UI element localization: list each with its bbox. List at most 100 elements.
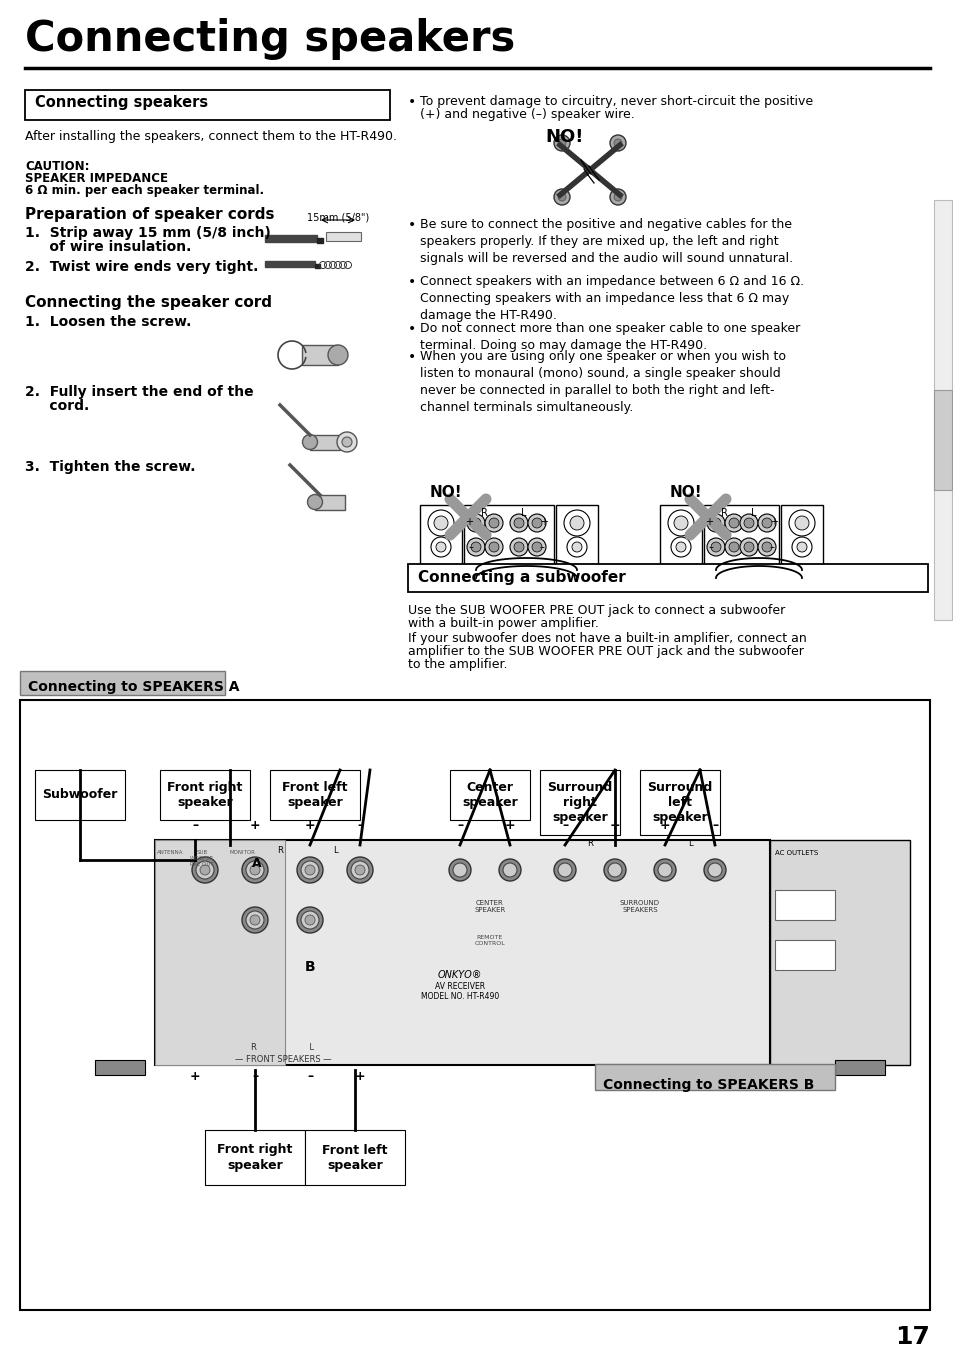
Circle shape (796, 542, 806, 553)
Text: AV RECEIVER: AV RECEIVER (435, 982, 484, 992)
Text: 3.  Tighten the screw.: 3. Tighten the screw. (25, 459, 195, 474)
Circle shape (514, 517, 523, 528)
Bar (595, 1065, 834, 1090)
Text: MONITOR: MONITOR (230, 850, 255, 855)
Circle shape (563, 509, 589, 536)
Text: to the amplifier.: to the amplifier. (408, 658, 507, 671)
Text: +: + (355, 1070, 365, 1084)
Circle shape (355, 865, 365, 875)
Circle shape (614, 139, 621, 147)
Text: –: – (707, 542, 712, 553)
Circle shape (758, 538, 775, 557)
Text: Connecting to SPEAKERS A: Connecting to SPEAKERS A (28, 680, 239, 694)
Text: To prevent damage to circuitry, never short-circuit the positive: To prevent damage to circuitry, never sh… (419, 95, 812, 108)
Circle shape (667, 509, 693, 536)
Text: Use the SUB WOOFER PRE OUT jack to connect a subwoofer: Use the SUB WOOFER PRE OUT jack to conne… (408, 604, 784, 617)
Circle shape (502, 863, 517, 877)
Circle shape (532, 517, 541, 528)
Text: •: • (408, 218, 416, 232)
Circle shape (347, 857, 373, 884)
Circle shape (761, 542, 771, 553)
Text: Connecting speakers: Connecting speakers (35, 95, 208, 109)
Text: SUB
WOOFER
PRE OUT: SUB WOOFER PRE OUT (190, 850, 214, 866)
Bar (703, 505, 779, 565)
Circle shape (706, 538, 724, 557)
Bar (463, 505, 554, 565)
Text: •: • (408, 95, 416, 109)
Text: with a built-in power amplifier.: with a built-in power amplifier. (408, 617, 598, 630)
Circle shape (566, 536, 586, 557)
Circle shape (453, 863, 467, 877)
Bar (659, 505, 701, 565)
Text: •: • (408, 276, 416, 289)
Text: +: + (539, 517, 547, 527)
Circle shape (510, 538, 527, 557)
Text: Front left
speaker: Front left speaker (322, 1143, 387, 1171)
Circle shape (791, 536, 811, 557)
Text: Connecting a subwoofer: Connecting a subwoofer (417, 570, 625, 585)
Circle shape (307, 494, 322, 509)
Text: L: L (687, 839, 692, 848)
Text: CENTER
SPEAKER: CENTER SPEAKER (474, 900, 505, 913)
Bar (154, 840, 285, 1065)
Text: –: – (192, 819, 198, 832)
Text: Surround
right
speaker: Surround right speaker (547, 781, 612, 824)
Bar (20, 671, 225, 694)
Text: +: + (769, 517, 778, 527)
Text: –: – (356, 819, 363, 832)
Text: — FRONT SPEAKERS —: — FRONT SPEAKERS — (234, 1055, 331, 1065)
Bar (20, 700, 929, 1310)
Text: ANTENNA: ANTENNA (157, 850, 183, 855)
Circle shape (740, 538, 758, 557)
Bar (834, 1061, 884, 1075)
Text: (+) and negative (–) speaker wire.: (+) and negative (–) speaker wire. (419, 108, 634, 122)
Circle shape (449, 859, 471, 881)
Text: L: L (750, 508, 756, 517)
Circle shape (246, 861, 264, 880)
Circle shape (670, 536, 690, 557)
Text: Connecting to SPEAKERS B: Connecting to SPEAKERS B (602, 1078, 814, 1092)
Circle shape (554, 189, 569, 205)
Text: REMOTE
CONTROL: REMOTE CONTROL (475, 935, 505, 946)
Text: Connecting speakers: Connecting speakers (25, 18, 515, 59)
Bar (302, 345, 337, 365)
Bar (326, 232, 360, 240)
Text: Subwoofer: Subwoofer (42, 789, 117, 801)
Circle shape (351, 861, 369, 880)
Bar (265, 235, 316, 242)
Circle shape (654, 859, 676, 881)
Circle shape (527, 513, 545, 532)
Text: R: R (276, 846, 283, 855)
Text: Front right
speaker: Front right speaker (217, 1143, 293, 1171)
Circle shape (527, 538, 545, 557)
Bar (774, 890, 834, 920)
Circle shape (703, 859, 725, 881)
Bar (35, 770, 125, 820)
Text: When you are using only one speaker or when you wish to
listen to monaural (mono: When you are using only one speaker or w… (419, 350, 785, 413)
Bar (639, 770, 720, 835)
Circle shape (558, 863, 572, 877)
Bar (781, 505, 822, 565)
Circle shape (758, 513, 775, 532)
Text: NO!: NO! (669, 485, 702, 500)
Text: Center
speaker: Center speaker (461, 781, 517, 809)
Text: L: L (520, 508, 526, 517)
Text: Front right
speaker: Front right speaker (167, 781, 242, 809)
Circle shape (614, 193, 621, 201)
Text: +: + (250, 819, 260, 832)
Circle shape (724, 513, 742, 532)
Bar (450, 770, 530, 820)
Circle shape (305, 865, 314, 875)
Circle shape (676, 542, 685, 553)
Bar (316, 238, 323, 243)
Text: 2.  Fully insert the end of the: 2. Fully insert the end of the (25, 385, 253, 399)
Circle shape (554, 859, 576, 881)
Bar (160, 770, 250, 820)
Circle shape (471, 517, 480, 528)
Circle shape (250, 915, 260, 925)
Circle shape (740, 513, 758, 532)
Circle shape (250, 865, 260, 875)
Text: SPEAKER IMPEDANCE: SPEAKER IMPEDANCE (25, 172, 168, 185)
Text: B: B (304, 961, 315, 974)
Bar (205, 1129, 305, 1185)
